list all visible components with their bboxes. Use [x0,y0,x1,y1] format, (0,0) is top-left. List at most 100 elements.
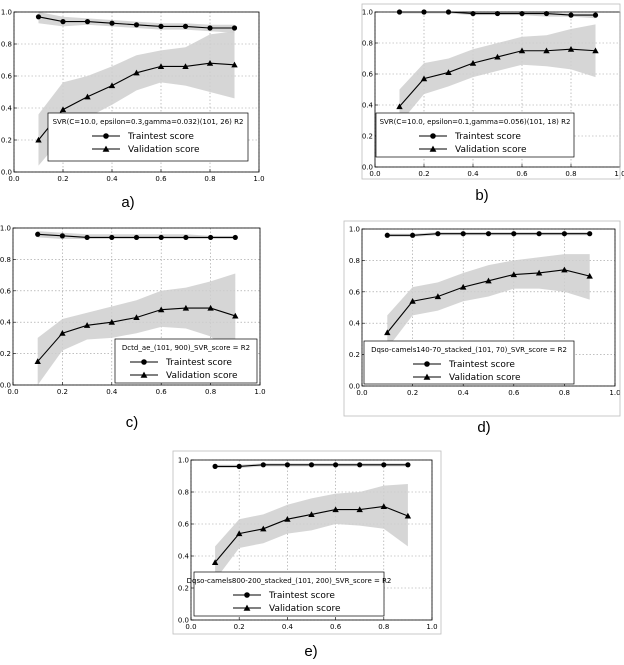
panel-label: d) [477,419,490,436]
legend-label-traintest: Traintest score [165,358,232,368]
x-tick-label: 1.0 [253,175,264,183]
x-tick-label: 1.0 [609,389,620,397]
legend-box [114,338,258,384]
data-point-validation [356,506,363,513]
legend-box [47,112,249,162]
data-point-validation [434,293,442,300]
data-point-validation [469,59,477,66]
legend-marker-validation [243,604,251,611]
y-tick-label: 0.4 [349,320,361,328]
data-point-traintest [109,234,115,241]
data-point-validation [420,75,428,82]
x-tick-label: 0.2 [57,175,68,183]
data-point-validation [445,69,452,76]
x-tick-label: 0.6 [516,170,528,178]
legend-title: SVR(C=10.0, epsilon=0.3,gamma=0.032)(101… [53,118,244,126]
data-point-validation [485,277,492,284]
y-tick-label: 0.8 [1,41,12,49]
chart-panel-5: 0.0 0.2 0.4 0.6 0.8 1.0 0.0 0.2 0.4 0.6 0.8 1.0 Dqso… [178,457,438,661]
x-tick-label: 0.8 [205,388,216,396]
y-tick-label: 0.2 [1,137,12,145]
data-point-traintest [308,462,315,468]
y-tick-label: 0.4 [0,319,12,327]
x-tick-label: 1.0 [254,388,265,396]
data-point-validation [384,329,391,336]
y-tick-label: 0.0 [178,617,189,625]
data-point-validation [84,93,91,100]
x-tick-label: 0.8 [204,175,215,183]
y-tick-label: 0.6 [1,73,13,81]
data-point-validation [561,266,568,273]
y-tick-label: 0.0 [349,383,360,391]
data-point-traintest [212,463,218,469]
data-point-validation [206,60,214,66]
data-point-validation [510,271,517,278]
data-point-validation [586,272,593,279]
data-point-validation [396,103,403,110]
x-tick-label: 0.0 [185,623,196,631]
data-point-traintest [84,234,90,241]
data-point-traintest [35,231,41,237]
data-point-traintest [236,463,242,469]
data-point-traintest [405,462,411,468]
x-tick-label: 0.8 [559,389,570,397]
y-tick-label: 0.0 [1,169,12,177]
y-tick-label: 1.0 [0,225,11,233]
legend-label-traintest: Traintest score [127,132,194,142]
data-point-traintest [133,234,140,241]
y-tick-label: 0.6 [178,521,190,529]
x-tick-label: 0.4 [282,623,294,631]
x-tick-label: 0.0 [369,170,380,178]
data-point-validation [158,306,165,313]
data-point-traintest [592,12,599,18]
y-tick-label: 0.6 [0,287,12,295]
data-point-traintest [182,23,189,29]
panel-label: c) [126,414,139,431]
data-point-validation [182,304,190,311]
legend-marker-validation [423,373,431,380]
legend-box [363,340,575,385]
x-tick-label: 0.4 [106,175,118,183]
y-tick-label: 1.0 [349,226,360,234]
legend-label-validation: Validation score [449,373,521,383]
data-point-traintest [435,231,441,237]
legend-marker-validation [102,145,110,152]
data-point-validation [460,283,467,290]
data-point-validation [236,530,243,537]
data-point-traintest [231,25,238,31]
data-point-traintest [183,234,189,241]
panel-frame [361,3,621,180]
axes-frame [12,227,261,386]
data-point-validation [592,47,599,54]
data-point-traintest [109,20,115,26]
y-tick-label: 0.0 [0,382,11,390]
legend-label-traintest: Traintest score [454,132,521,142]
data-point-validation [535,269,543,276]
data-point-traintest [561,231,568,237]
data-point-validation [260,525,267,532]
x-tick-label: 0.0 [7,388,18,396]
data-point-traintest [587,231,593,237]
data-point-validation [518,47,526,54]
y-tick-label: 0.4 [178,553,190,561]
data-point-traintest [84,19,91,25]
legend-box [193,571,385,617]
y-tick-label: 0.2 [349,351,360,359]
y-tick-label: 0.8 [178,489,189,497]
chart-panel-3: 0.0 0.2 0.4 0.6 0.8 1.0 0.0 0.2 0.4 0.6 0.8 1.0 Dctd… [0,225,266,432]
y-tick-label: 0.8 [362,40,373,48]
data-point-validation [133,314,140,321]
x-tick-label: 0.8 [565,170,576,178]
data-point-traintest [568,12,574,18]
y-tick-label: 0.4 [1,105,13,113]
legend-title: Dctd_ae_(101, 900)_SVR_score = R2 [122,344,250,352]
chart-panel-4: 0.0 0.2 0.4 0.6 0.8 1.0 0.0 0.2 0.4 0.6 0.8 1.0 Dqso… [349,226,621,437]
data-point-traintest [208,234,214,241]
legend-title: SVR(C=10.0, epsilon=0.1,gamma=0.056)(101… [380,118,571,126]
axes-frame [361,228,616,387]
legend-label-validation: Validation score [128,145,200,155]
y-tick-label: 1.0 [362,9,373,17]
x-tick-label: 0.4 [467,170,479,178]
y-tick-label: 1.0 [1,9,12,17]
x-tick-label: 0.4 [106,388,118,396]
